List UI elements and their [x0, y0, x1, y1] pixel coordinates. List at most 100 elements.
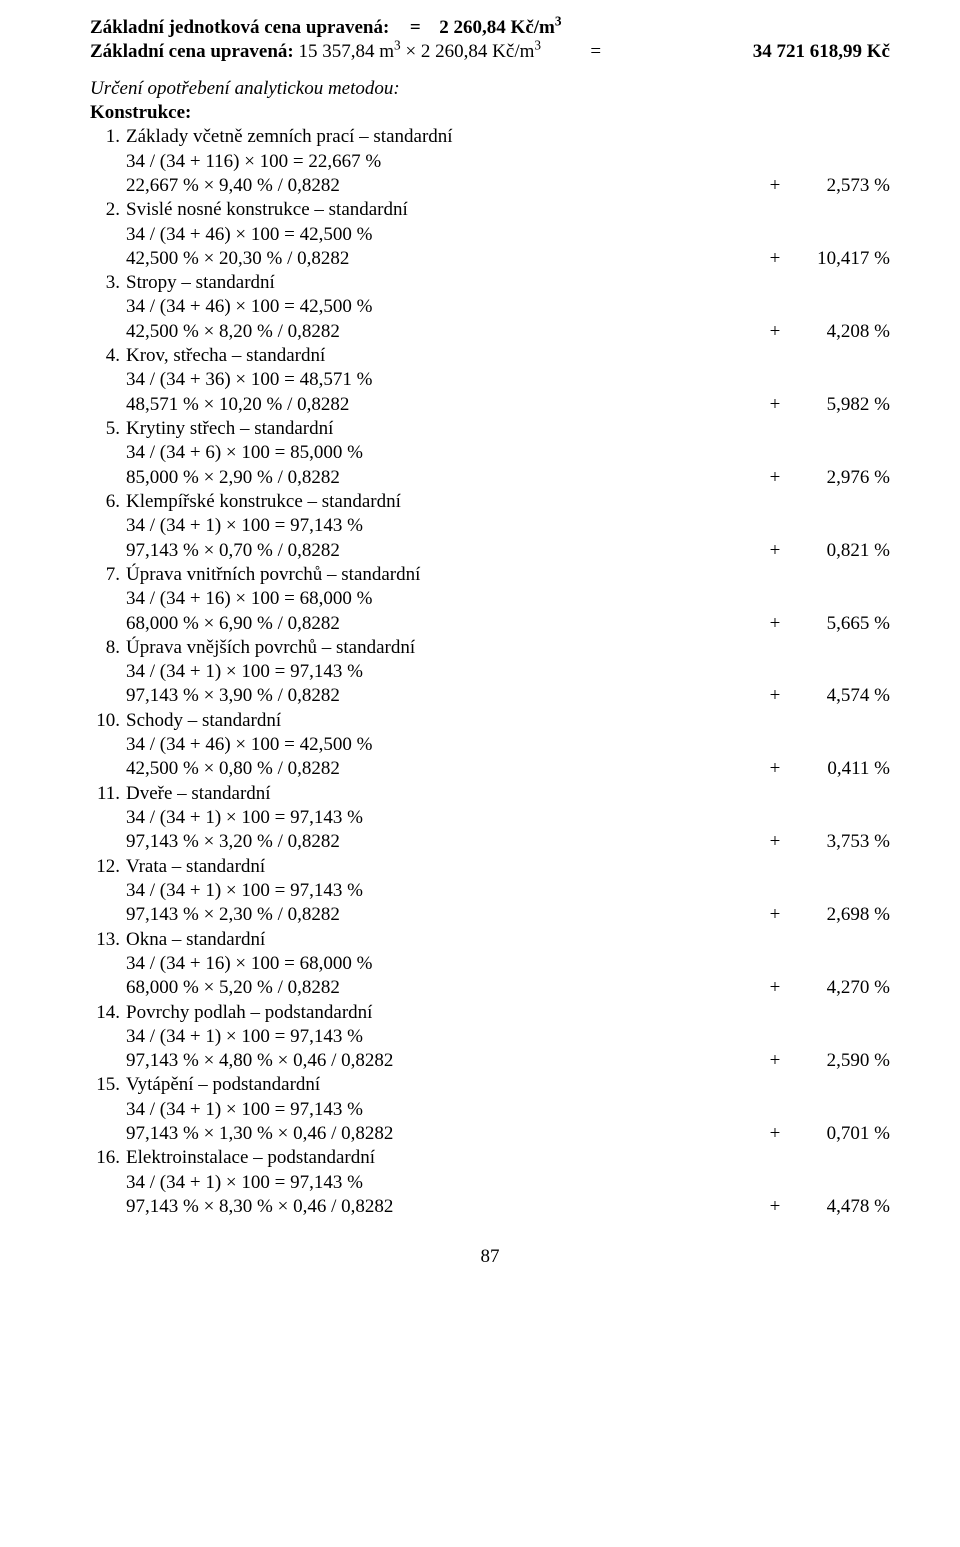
item-result-row: 42,500 % × 20,30 % / 0,8282+10,417 %	[90, 247, 890, 271]
base-price-row: Základní cena upravená: 15 357,84 m3 × 2…	[90, 40, 890, 64]
item-title-row: 10.Schody – standardní	[90, 709, 890, 733]
item-calc-row: 34 / (34 + 36) × 100 = 48,571 %	[90, 368, 890, 392]
item-number: 12.	[90, 855, 126, 879]
item-result-value: 4,478 %	[790, 1195, 890, 1219]
item-title: Klempířské konstrukce – standardní	[126, 490, 890, 514]
unit-price-number: 2 260,84 Kč/m	[439, 17, 555, 38]
item-calc-row: 34 / (34 + 46) × 100 = 42,500 %	[90, 223, 890, 247]
base-price-exp2: 3	[534, 38, 541, 53]
item-result-row: 68,000 % × 6,90 % / 0,8282+5,665 %	[90, 612, 890, 636]
item-result-value: 4,208 %	[790, 320, 890, 344]
item-title-row: 13.Okna – standardní	[90, 928, 890, 952]
item-result-row: 97,143 % × 2,30 % / 0,8282+2,698 %	[90, 903, 890, 927]
item-calc: 34 / (34 + 46) × 100 = 42,500 %	[126, 223, 890, 247]
item-title: Vrata – standardní	[126, 855, 890, 879]
item-result-lhs: 85,000 % × 2,90 % / 0,8282	[126, 466, 340, 490]
item-title: Schody – standardní	[126, 709, 890, 733]
item-calc-row: 34 / (34 + 1) × 100 = 97,143 %	[90, 879, 890, 903]
item-title-row: 3.Stropy – standardní	[90, 271, 890, 295]
item-title-row: 5.Krytiny střech – standardní	[90, 417, 890, 441]
base-price-label-b: 15 357,84 m	[299, 41, 395, 62]
item-result-row: 48,571 % × 10,20 % / 0,8282+5,982 %	[90, 393, 890, 417]
plus-sign: +	[760, 976, 790, 1000]
item-title: Vytápění – podstandardní	[126, 1073, 890, 1097]
item-number: 3.	[90, 271, 126, 295]
item-number: 11.	[90, 782, 126, 806]
item-result-value: 3,753 %	[790, 830, 890, 854]
plus-sign: +	[760, 757, 790, 781]
item-number: 1.	[90, 125, 126, 149]
unit-price-row: Základní jednotková cena upravená: = 2 2…	[90, 16, 890, 40]
plus-sign: +	[760, 684, 790, 708]
item-result-value: 4,574 %	[790, 684, 890, 708]
item-result-lhs: 42,500 % × 8,20 % / 0,8282	[126, 320, 340, 344]
item-number: 8.	[90, 636, 126, 660]
item-result-value: 4,270 %	[790, 976, 890, 1000]
item-title-row: 4.Krov, střecha – standardní	[90, 344, 890, 368]
item-calc: 34 / (34 + 46) × 100 = 42,500 %	[126, 733, 890, 757]
item-result-value: 2,976 %	[790, 466, 890, 490]
item-calc-row: 34 / (34 + 1) × 100 = 97,143 %	[90, 1171, 890, 1195]
item-calc: 34 / (34 + 46) × 100 = 42,500 %	[126, 295, 890, 319]
item-result-lhs: 22,667 % × 9,40 % / 0,8282	[126, 174, 340, 198]
item-title-row: 12.Vrata – standardní	[90, 855, 890, 879]
item-title: Povrchy podlah – podstandardní	[126, 1001, 890, 1025]
page-number: 87	[90, 1245, 890, 1269]
item-result-value: 2,573 %	[790, 174, 890, 198]
base-price-label: Základní cena upravená: 15 357,84 m3 × 2…	[90, 40, 541, 64]
base-price-exp1: 3	[394, 38, 401, 53]
item-title: Svislé nosné konstrukce – standardní	[126, 198, 890, 222]
plus-sign: +	[760, 320, 790, 344]
item-result-row: 85,000 % × 2,90 % / 0,8282+2,976 %	[90, 466, 890, 490]
item-number: 15.	[90, 1073, 126, 1097]
item-number: 5.	[90, 417, 126, 441]
item-calc-row: 34 / (34 + 1) × 100 = 97,143 %	[90, 1025, 890, 1049]
plus-sign: +	[760, 393, 790, 417]
item-number: 7.	[90, 563, 126, 587]
equals-sign: =	[403, 16, 427, 40]
item-calc: 34 / (34 + 116) × 100 = 22,667 %	[126, 150, 890, 174]
item-result-row: 97,143 % × 3,90 % / 0,8282+4,574 %	[90, 684, 890, 708]
plus-sign: +	[760, 174, 790, 198]
item-number: 16.	[90, 1146, 126, 1170]
item-calc: 34 / (34 + 1) × 100 = 97,143 %	[126, 1025, 890, 1049]
plus-sign: +	[760, 612, 790, 636]
item-result-lhs: 42,500 % × 0,80 % / 0,8282	[126, 757, 340, 781]
item-result-lhs: 97,143 % × 0,70 % / 0,8282	[126, 539, 340, 563]
item-calc: 34 / (34 + 1) × 100 = 97,143 %	[126, 1171, 890, 1195]
item-title-row: 1.Základy včetně zemních prací – standar…	[90, 125, 890, 149]
item-result-row: 97,143 % × 8,30 % × 0,46 / 0,8282+4,478 …	[90, 1195, 890, 1219]
item-result-row: 42,500 % × 8,20 % / 0,8282 +4,208 %	[90, 320, 890, 344]
item-title-row: 11.Dveře – standardní	[90, 782, 890, 806]
item-result-value: 2,698 %	[790, 903, 890, 927]
unit-price-exponent: 3	[555, 14, 562, 29]
item-calc: 34 / (34 + 36) × 100 = 48,571 %	[126, 368, 890, 392]
item-number: 2.	[90, 198, 126, 222]
plus-sign: +	[760, 539, 790, 563]
equals-sign: =	[541, 40, 601, 64]
item-result-lhs: 48,571 % × 10,20 % / 0,8282	[126, 393, 349, 417]
item-calc-row: 34 / (34 + 46) × 100 = 42,500 %	[90, 733, 890, 757]
item-calc-row: 34 / (34 + 1) × 100 = 97,143 %	[90, 514, 890, 538]
items-list: 1.Základy včetně zemních prací – standar…	[90, 125, 890, 1219]
plus-sign: +	[760, 247, 790, 271]
item-title: Stropy – standardní	[126, 271, 890, 295]
plus-sign: +	[760, 1122, 790, 1146]
item-calc: 34 / (34 + 6) × 100 = 85,000 %	[126, 441, 890, 465]
item-title: Dveře – standardní	[126, 782, 890, 806]
item-result-lhs: 97,143 % × 8,30 % × 0,46 / 0,8282	[126, 1195, 393, 1219]
item-result-lhs: 97,143 % × 4,80 % × 0,46 / 0,8282	[126, 1049, 393, 1073]
item-calc-row: 34 / (34 + 1) × 100 = 97,143 %	[90, 660, 890, 684]
item-result-value: 10,417 %	[790, 247, 890, 271]
item-calc-row: 34 / (34 + 1) × 100 = 97,143 %	[90, 1098, 890, 1122]
method-title: Určení opotřebení analytickou metodou:	[90, 77, 890, 101]
item-result-row: 97,143 % × 4,80 % × 0,46 / 0,8282+2,590 …	[90, 1049, 890, 1073]
item-calc-row: 34 / (34 + 16) × 100 = 68,000 %	[90, 587, 890, 611]
item-result-value: 0,411 %	[790, 757, 890, 781]
item-title: Krytiny střech – standardní	[126, 417, 890, 441]
item-result-row: 97,143 % × 3,20 % / 0,8282+3,753 %	[90, 830, 890, 854]
item-calc: 34 / (34 + 16) × 100 = 68,000 %	[126, 952, 890, 976]
item-result-lhs: 97,143 % × 1,30 % × 0,46 / 0,8282	[126, 1122, 393, 1146]
item-calc-row: 34 / (34 + 6) × 100 = 85,000 %	[90, 441, 890, 465]
konstrukce-title: Konstrukce:	[90, 101, 890, 125]
